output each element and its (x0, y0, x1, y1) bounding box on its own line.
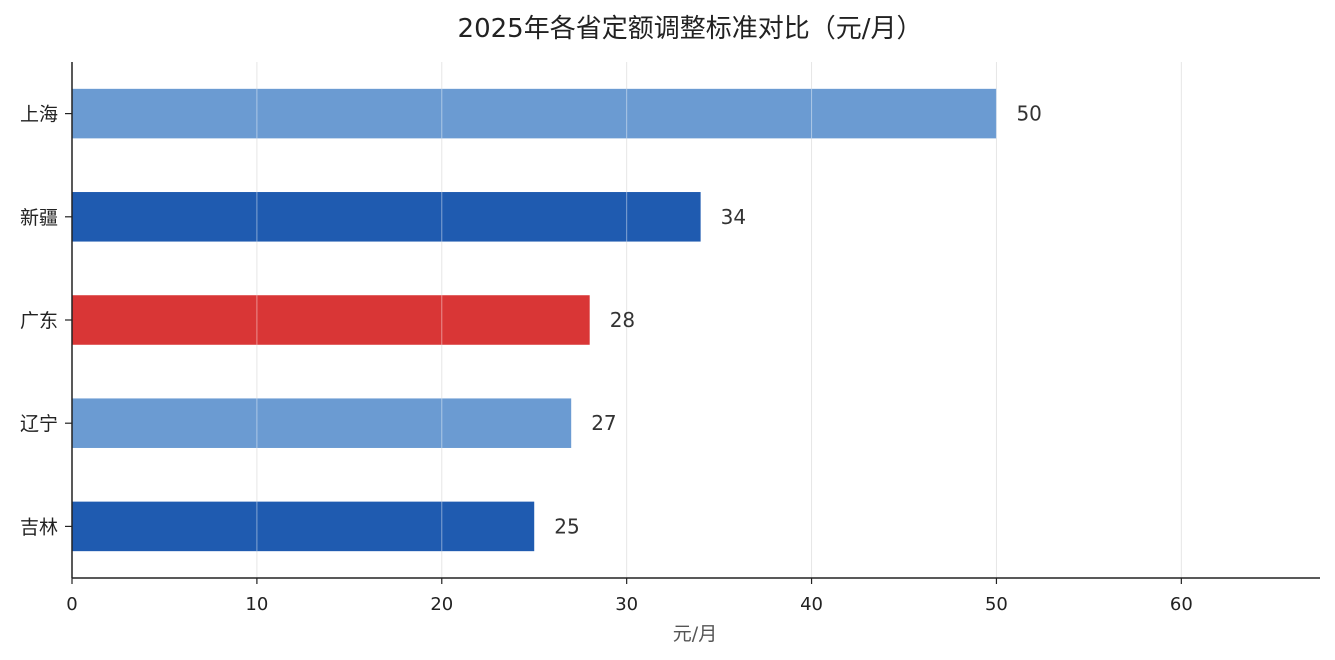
bar-1 (72, 192, 701, 242)
value-label-1: 34 (721, 205, 746, 229)
x-tick-label-60: 60 (1170, 594, 1193, 615)
x-tick-label-10: 10 (245, 594, 268, 615)
x-axis-ticks: 0 10 20 30 40 50 60 (66, 578, 1193, 615)
value-label-3: 27 (591, 411, 616, 435)
category-label-1: 新疆 (20, 207, 58, 229)
x-axis-title: 元/月 (673, 623, 717, 645)
grid-lines (256, 62, 1182, 578)
x-tick-label-50: 50 (985, 594, 1008, 615)
x-tick-label-40: 40 (800, 594, 823, 615)
value-label-0: 50 (1016, 102, 1041, 126)
x-tick-label-0: 0 (66, 594, 77, 615)
value-labels: 50 34 28 27 25 (554, 102, 1042, 539)
bar-0 (72, 88, 997, 139)
category-label-3: 辽宁 (20, 413, 58, 435)
bar-3 (72, 398, 572, 448)
bars (72, 88, 997, 552)
category-label-0: 上海 (20, 104, 58, 126)
category-label-4: 吉林 (20, 516, 58, 538)
value-label-2: 28 (610, 308, 635, 332)
bar-2 (72, 295, 590, 345)
chart-title: 2025年各省定额调整标准对比（元/月） (458, 14, 923, 44)
x-tick-label-20: 20 (430, 594, 453, 615)
bar-4 (72, 501, 535, 552)
category-label-2: 广东 (20, 310, 58, 332)
x-tick-label-30: 30 (615, 594, 638, 615)
value-label-4: 25 (554, 514, 579, 538)
